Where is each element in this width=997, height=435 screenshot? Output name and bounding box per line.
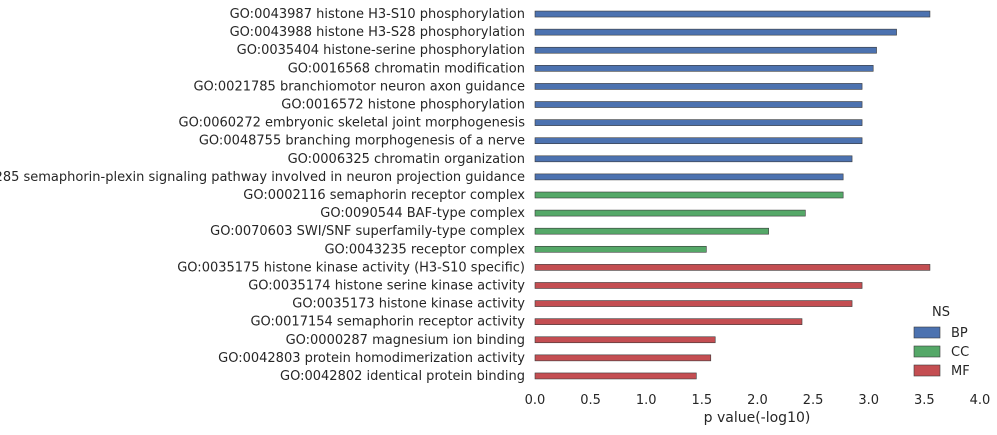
bar-cc (534, 209, 806, 217)
bar-bp (534, 101, 863, 108)
legend-swatch-cc (913, 345, 941, 358)
x-tick-label: 2.0 (747, 393, 768, 408)
legend-swatch-bp (913, 326, 941, 339)
x-axis-label: p value(-log10) (704, 410, 811, 426)
category-label: GO:0043987 histone H3-S10 phosphorylatio… (230, 7, 525, 22)
bar-mf (534, 264, 931, 271)
bar-bp (534, 83, 863, 90)
category-label: GO:0060272 embryonic skeletal joint morp… (179, 116, 526, 131)
category-label: GO:0043988 histone H3-S28 phosphorylatio… (230, 25, 525, 40)
legend-title: NS (932, 305, 950, 320)
bar-bp (534, 10, 931, 18)
bar-cc (534, 191, 844, 199)
bar-bp (534, 46, 877, 54)
bar-bp (534, 173, 844, 181)
x-tick-label: 2.5 (803, 393, 824, 408)
category-label: GO:0090544 BAF-type complex (320, 206, 525, 221)
category-label: GO:0006325 chromatin organization (288, 152, 525, 167)
category-label: GO:0035404 histone-serine phosphorylatio… (237, 43, 525, 58)
bar-cc (534, 245, 707, 253)
x-tick-label: 3.5 (914, 393, 935, 408)
category-label: GO:0042802 identical protein binding (280, 369, 525, 384)
bar-mf (534, 372, 697, 380)
category-label: GO:0042803 protein homodimerization acti… (218, 351, 525, 366)
category-label: GO:0070603 SWI/SNF superfamily-type comp… (210, 224, 525, 239)
bar-cc (534, 227, 769, 235)
bar-mf (534, 300, 853, 307)
legend-swatch-mf (913, 364, 941, 377)
bar-mf (534, 318, 803, 325)
category-label: GO:0000287 magnesium ion binding (286, 333, 525, 348)
bar-mf (534, 354, 712, 362)
category-label: GO:0002116 semaphorin receptor complex (243, 188, 525, 203)
category-label: GO:0017154 semaphorin receptor activity (250, 315, 525, 330)
x-tick-label: 1.5 (692, 393, 713, 408)
category-label: GO:0016568 chromatin modification (288, 61, 525, 76)
bar-bp (534, 137, 863, 145)
category-label: GO:0048755 branching morphogenesis of a … (199, 134, 525, 149)
category-label: GO:0035173 histone kinase activity (292, 297, 525, 312)
bar-mf (534, 336, 716, 344)
x-tick-label: 4.0 (970, 393, 991, 408)
x-tick-label: 0.5 (580, 393, 601, 408)
category-label: GO:0021785 branchiomotor neuron axon gui… (193, 79, 525, 94)
category-label: GO:0035174 histone serine kinase activit… (248, 278, 525, 293)
x-axis-ticks: 0.0 0.5 1.0 1.5 2.0 2.5 3.0 3.5 4.0 (525, 393, 991, 408)
legend-label-mf: MF (951, 364, 970, 379)
category-label: GO:0016572 histone phosphorylation (281, 98, 525, 113)
bar-bp (534, 28, 897, 36)
category-label: GO:0043235 receptor complex (324, 242, 525, 257)
legend: NS BP CC MF (913, 305, 970, 379)
legend-label-cc: CC (951, 345, 969, 360)
bar-bp (534, 119, 863, 126)
bar-mf (534, 282, 863, 289)
category-label: GO:1902285 semaphorin-plexin signaling p… (0, 170, 525, 185)
category-label: GO:0035175 histone kinase activity (H3-S… (177, 260, 525, 275)
category-labels: GO:0043987 histone H3-S10 phosphorylatio… (0, 7, 525, 384)
x-tick-label: 3.0 (858, 393, 879, 408)
x-tick-label: 0.0 (525, 393, 546, 408)
x-tick-label: 1.0 (636, 393, 657, 408)
bars-layer (534, 10, 931, 380)
bar-bp (534, 65, 874, 72)
legend-label-bp: BP (951, 326, 968, 341)
bar-bp (534, 155, 853, 163)
